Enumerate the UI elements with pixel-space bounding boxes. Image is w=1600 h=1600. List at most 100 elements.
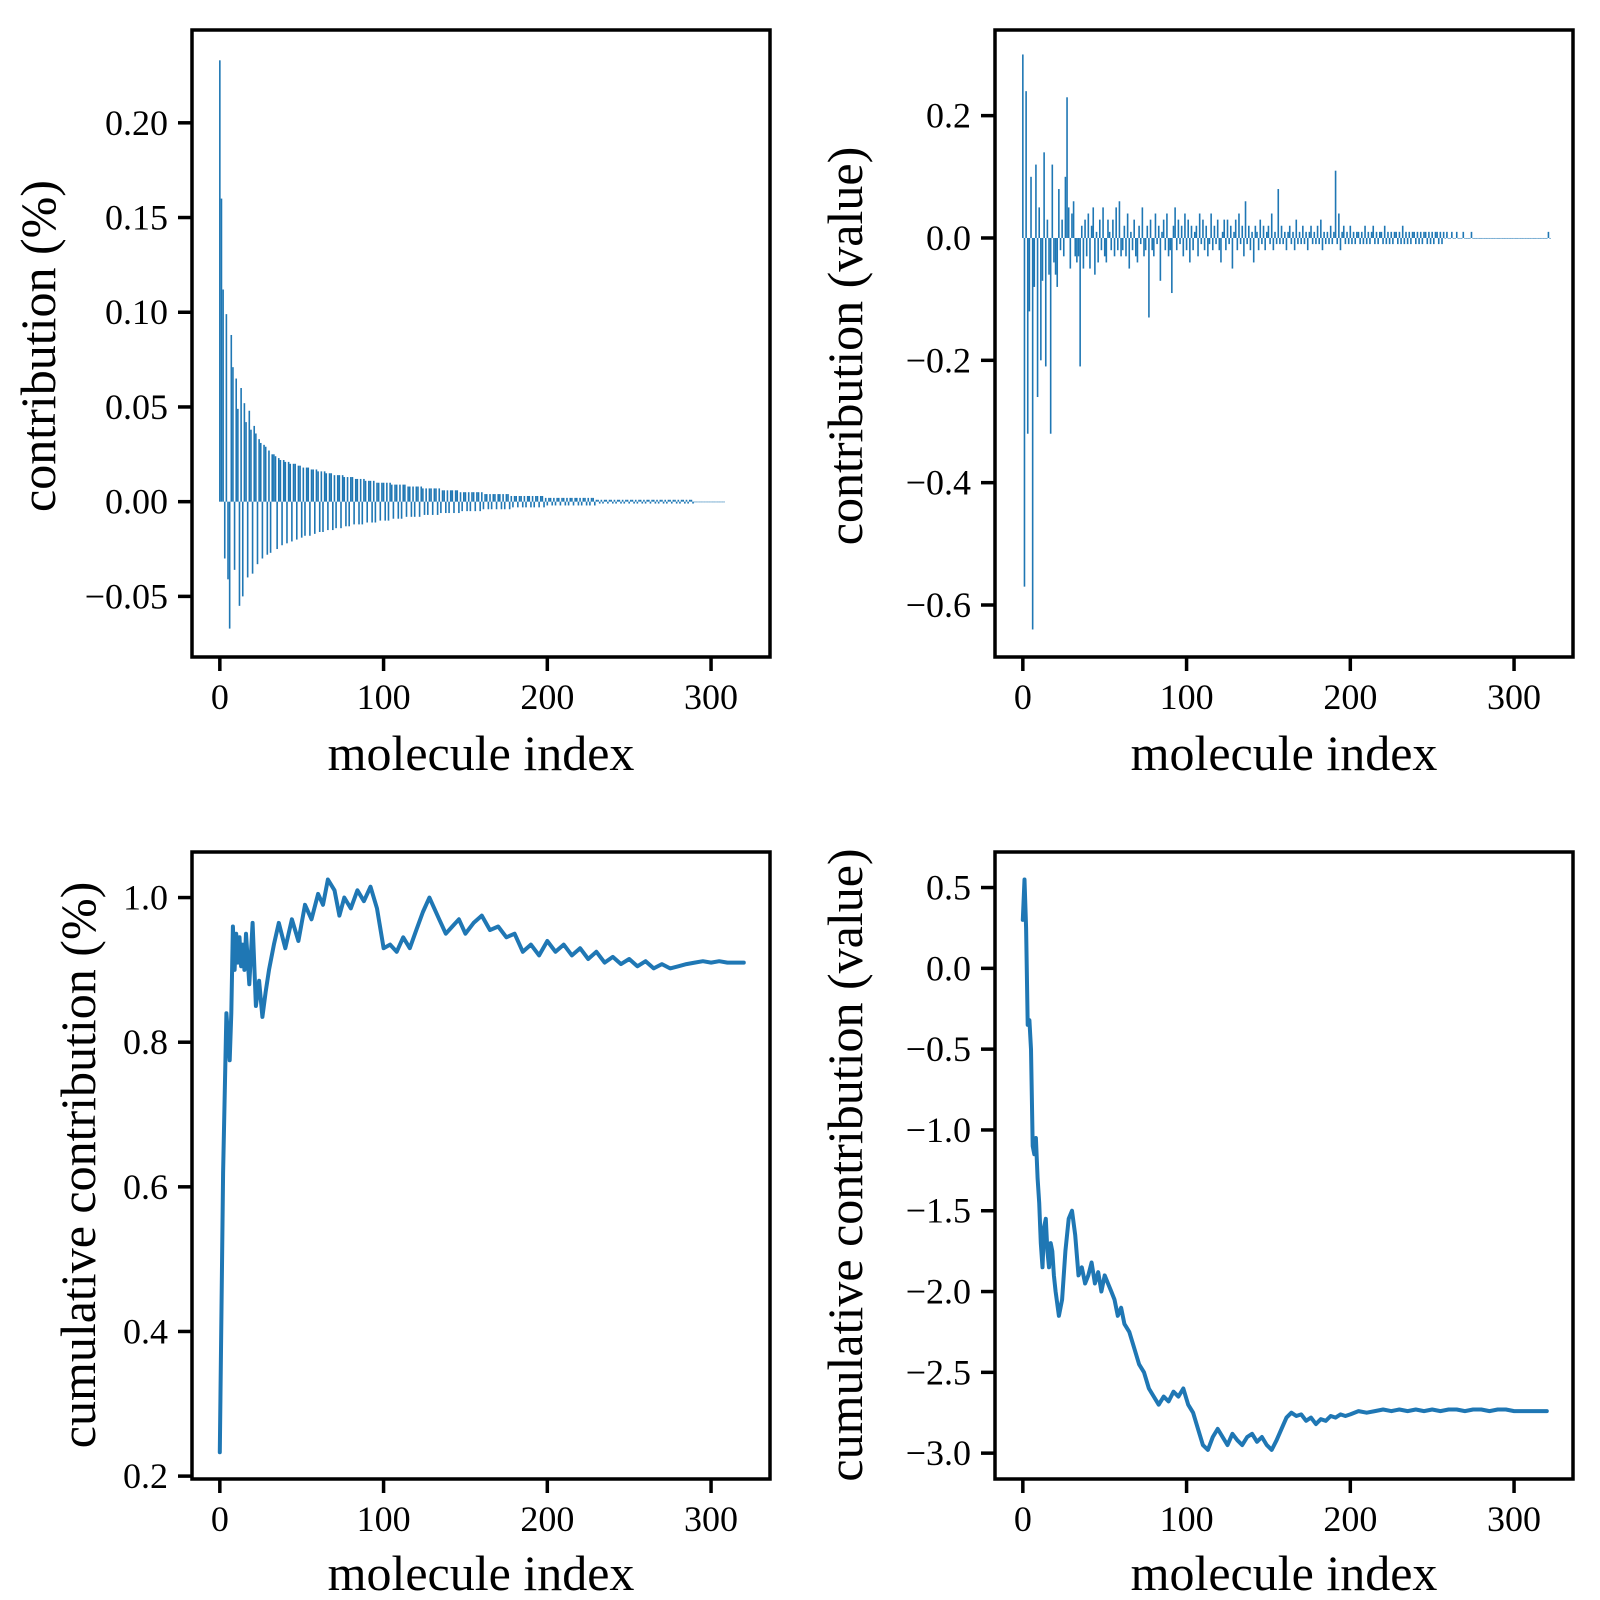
bar [556, 497, 558, 502]
bar [1131, 237, 1134, 251]
bar [1115, 207, 1117, 238]
bar [582, 497, 585, 502]
x-tick-label: 200 [1323, 1499, 1377, 1539]
bar [471, 492, 473, 502]
bar [1370, 231, 1373, 238]
bar [1192, 237, 1194, 251]
bar [1341, 231, 1343, 238]
bar [584, 497, 586, 502]
bar [708, 501, 711, 503]
bar [346, 477, 349, 502]
bar [634, 499, 637, 502]
bar [1248, 225, 1250, 238]
bar [575, 497, 578, 502]
x-tick-label: 100 [1160, 1499, 1214, 1539]
bar [1380, 231, 1383, 238]
bar [1541, 237, 1543, 239]
bar [1532, 237, 1535, 239]
bar [1472, 237, 1474, 239]
bar [1272, 237, 1275, 251]
bar [243, 403, 246, 502]
y-tick-label: −2.0 [906, 1272, 971, 1312]
bar [1238, 213, 1240, 238]
bar [327, 501, 329, 531]
bar [1228, 237, 1230, 245]
bar [713, 501, 716, 503]
bar [546, 501, 549, 506]
bar [1421, 237, 1424, 245]
bar [1310, 225, 1312, 238]
bar [364, 480, 367, 502]
bar [1364, 225, 1366, 238]
bar [291, 501, 293, 542]
bar [289, 463, 292, 502]
bar [595, 499, 598, 502]
bar [515, 495, 517, 502]
bar [564, 501, 567, 506]
bar [1375, 231, 1378, 238]
bar [1117, 237, 1119, 251]
bar [605, 499, 608, 502]
bar [366, 501, 368, 523]
bar [1334, 170, 1337, 238]
bar [1526, 237, 1528, 239]
bar [1346, 231, 1348, 238]
bar [228, 501, 231, 629]
bar [1431, 231, 1433, 238]
bar [281, 501, 283, 546]
bar [1171, 237, 1173, 294]
bar [675, 501, 678, 504]
bar [1087, 213, 1090, 238]
bar [1079, 237, 1081, 367]
bar [425, 488, 427, 502]
axes-frame [993, 28, 1575, 659]
bar [1462, 231, 1465, 238]
bar [292, 463, 295, 502]
bar [315, 469, 318, 502]
bar [602, 501, 604, 504]
bar [1354, 237, 1357, 245]
bar [1151, 237, 1153, 251]
bar [1429, 237, 1432, 245]
bar [1284, 231, 1286, 238]
bar [1338, 213, 1340, 238]
y-tick-label: 0.5 [926, 868, 971, 908]
bar [574, 497, 576, 502]
bar [659, 499, 662, 502]
bar [1146, 225, 1149, 238]
bar [407, 486, 409, 502]
bar [1172, 225, 1175, 238]
bar [390, 484, 393, 502]
bar [1316, 225, 1319, 238]
bar [1043, 152, 1045, 238]
bar [526, 495, 529, 502]
bar [1308, 231, 1311, 238]
bar [1175, 237, 1178, 251]
bar [417, 486, 419, 502]
bar [1044, 237, 1047, 367]
bar [1041, 237, 1044, 281]
bar [1193, 231, 1196, 238]
axes-frame [190, 850, 772, 1481]
bar [1333, 231, 1335, 238]
bar [1067, 207, 1070, 238]
bar [1527, 237, 1530, 239]
bar [572, 501, 575, 506]
bar [1321, 237, 1324, 251]
bar [585, 501, 588, 506]
bar [1413, 231, 1415, 238]
bar [1509, 237, 1512, 239]
bar [418, 501, 421, 517]
plot-area [1020, 877, 1549, 1452]
y-tick-label: −0.2 [906, 340, 971, 380]
bar [644, 501, 647, 504]
bar [1298, 231, 1301, 238]
bar [274, 456, 277, 502]
bar [507, 494, 509, 502]
bar [700, 501, 703, 503]
bar [1449, 237, 1451, 239]
bar [386, 482, 388, 502]
bar [359, 478, 362, 502]
bar [1318, 237, 1320, 245]
bar [1280, 225, 1283, 238]
